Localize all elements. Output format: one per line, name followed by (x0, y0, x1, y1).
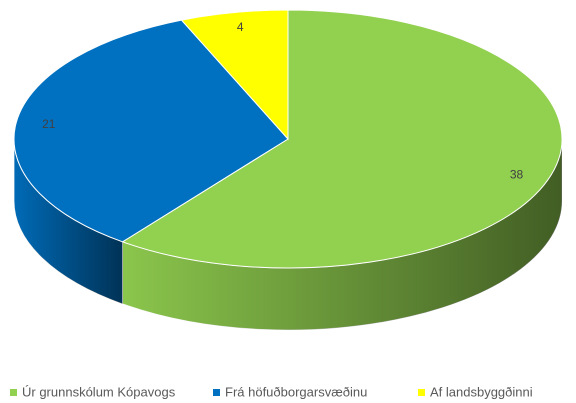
legend-label: Af landsbyggðinni (430, 384, 533, 399)
legend-swatch (418, 389, 425, 396)
pie-slice (13, 19, 289, 243)
legend-swatch (213, 389, 220, 396)
legend: Úr grunnskólum Kópavogs Frá höfuðborgarsv… (10, 384, 533, 399)
pie-sides (13, 138, 563, 331)
pie-tops (13, 9, 563, 269)
pie-slice (121, 9, 563, 269)
legend-label: Úr grunnskólum Kópavogs (22, 384, 176, 399)
data-labels: 38 21 4 (42, 20, 523, 181)
pie-slice (180, 9, 289, 141)
data-label: 4 (237, 20, 244, 34)
pie-side-shade (122, 139, 563, 331)
data-label: 21 (42, 117, 56, 131)
legend-swatch (10, 389, 17, 396)
legend-label: Frá höfuðborgarsvæðinu (225, 384, 367, 399)
data-label: 38 (510, 167, 524, 181)
pie-side-shade (14, 139, 123, 304)
